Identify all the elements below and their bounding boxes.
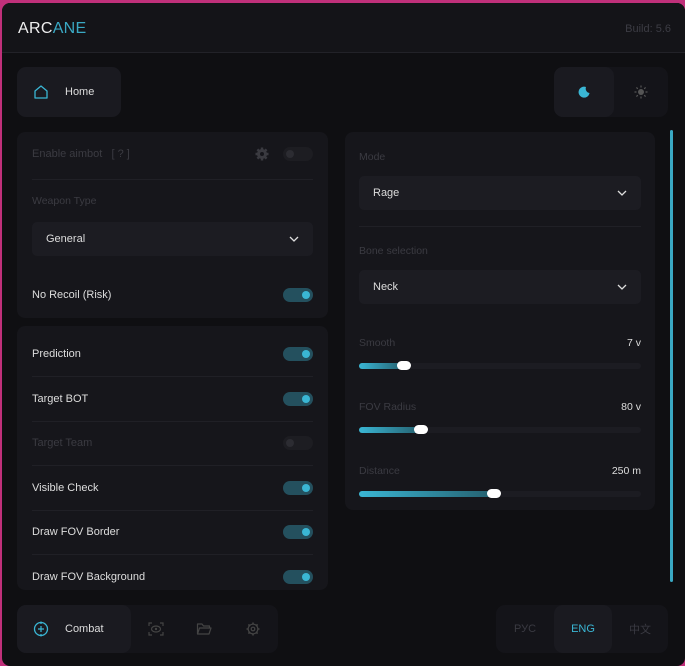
moon-icon: [578, 86, 590, 98]
slider-handle[interactable]: [487, 489, 502, 498]
weapon-type-label: Weapon Type: [32, 195, 97, 207]
scrollbar[interactable]: [670, 130, 673, 582]
folder-icon: [196, 623, 212, 635]
gear-icon: [246, 622, 260, 636]
dark-theme-button[interactable]: [554, 67, 614, 117]
slider-value: 80 v: [621, 401, 641, 413]
app-window: ARCANE Build: 5.6 Home Enable aimbot [ ?…: [2, 3, 685, 666]
option-row: Draw FOV Background: [32, 567, 313, 587]
configs-tab[interactable]: [185, 605, 223, 653]
slider-label-row: Distance 250 m: [359, 465, 641, 477]
option-row: Target Team: [32, 433, 313, 453]
weapon-type-select[interactable]: General: [32, 222, 313, 256]
visuals-tab[interactable]: [137, 605, 175, 653]
slider-track[interactable]: [359, 489, 641, 498]
option-row: Prediction: [32, 344, 313, 364]
options-panel: Prediction Target BOT Target Team Visible C…: [17, 326, 328, 590]
home-icon: [34, 85, 48, 99]
bone-select[interactable]: Neck: [359, 270, 641, 304]
option-toggle[interactable]: [283, 525, 313, 539]
slider-fill: [359, 363, 405, 369]
slider-label-row: FOV Radius 80 v: [359, 401, 641, 413]
no-recoil-row: No Recoil (Risk): [32, 285, 313, 305]
combat-tab[interactable]: Combat: [17, 605, 131, 653]
settings-tab[interactable]: [234, 605, 272, 653]
slider-track[interactable]: [359, 425, 641, 434]
no-recoil-toggle[interactable]: [283, 288, 313, 302]
chevron-down-icon: [617, 284, 627, 290]
mode-select[interactable]: Rage: [359, 176, 641, 210]
help-button[interactable]: [ ? ]: [111, 148, 130, 160]
aimbot-settings-panel: Mode Rage Bone selection Neck Smooth 7 v …: [345, 132, 655, 510]
slider-label-row: Smooth 7 v: [359, 337, 641, 349]
slider-value: 250 m: [611, 465, 641, 477]
mode-label: Mode: [359, 151, 386, 163]
chevron-down-icon: [617, 190, 627, 196]
option-toggle[interactable]: [283, 347, 313, 361]
option-toggle[interactable]: [283, 391, 313, 406]
aimbot-panel: Enable aimbot [ ? ] Weapon Type General …: [17, 132, 328, 318]
enable-aimbot-toggle[interactable]: [283, 147, 313, 161]
option-toggle[interactable]: [283, 480, 313, 495]
home-label: Home: [65, 86, 95, 98]
slider-handle[interactable]: [397, 361, 412, 370]
sun-icon: [634, 85, 648, 99]
lang-ru-button[interactable]: РУС: [513, 623, 537, 635]
option-toggle[interactable]: [283, 569, 313, 584]
slider-handle[interactable]: [414, 425, 429, 434]
option-row: Visible Check: [32, 478, 313, 498]
chevron-down-icon: [289, 236, 299, 242]
slider-fill: [359, 491, 495, 497]
lang-zh-button[interactable]: 中文: [629, 624, 651, 636]
header: ARCANE Build: 5.6: [2, 3, 685, 53]
slider-fill: [359, 427, 422, 433]
build-version: Build: 5.6: [625, 23, 671, 35]
settings-gear-icon[interactable]: [255, 147, 269, 161]
option-toggle[interactable]: [283, 436, 313, 450]
slider-track[interactable]: [359, 361, 641, 370]
enable-aimbot-row: Enable aimbot [ ? ]: [32, 144, 313, 164]
logo: ARCANE: [18, 20, 87, 37]
bone-selection-label: Bone selection: [359, 245, 428, 257]
option-row: Draw FOV Border: [32, 522, 313, 542]
eye-icon: [148, 622, 164, 636]
crosshair-icon: [33, 621, 49, 637]
home-button[interactable]: Home: [17, 67, 121, 117]
lang-en-button[interactable]: ENG: [554, 605, 612, 653]
slider-value: 7 v: [626, 337, 641, 349]
light-theme-button[interactable]: [614, 67, 668, 117]
option-row: Target BOT: [32, 389, 313, 409]
